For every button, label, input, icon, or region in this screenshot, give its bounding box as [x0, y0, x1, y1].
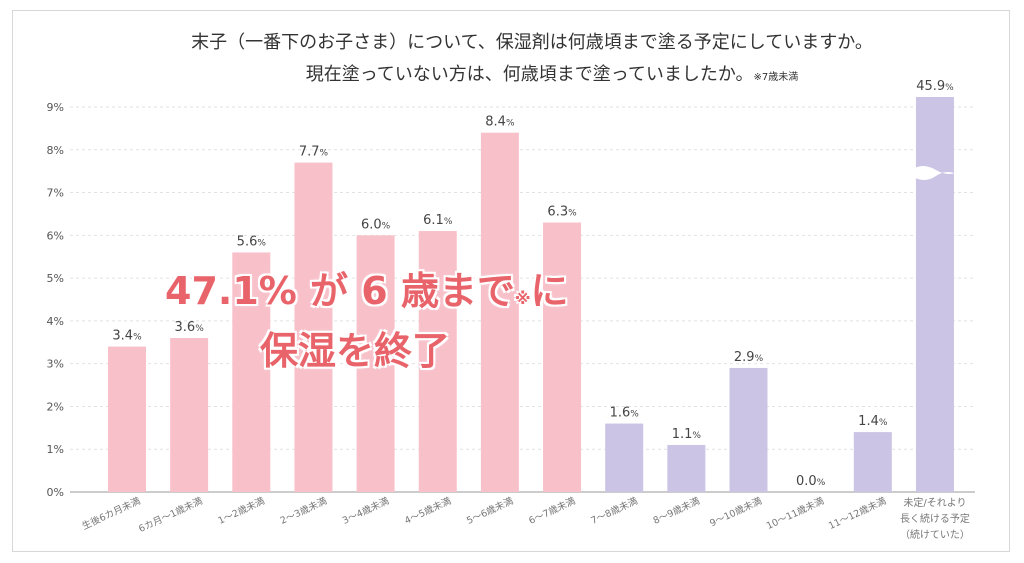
chart-frame [12, 10, 1010, 552]
y-tick-label: 3% [47, 358, 64, 371]
y-tick-label: 5% [47, 272, 64, 285]
data-label: 2.9% [734, 350, 764, 365]
x-tick-label: 長く続ける予定 [900, 512, 970, 525]
y-tick-label: 7% [47, 187, 64, 200]
bar [418, 231, 457, 493]
callout-line1b: に [530, 269, 569, 313]
x-tick-label: 生後6カ月未満 [80, 495, 143, 533]
x-tick-label: 未定/それより [903, 496, 966, 509]
data-label: 1.1% [672, 427, 702, 442]
bar [108, 346, 146, 492]
bar [480, 132, 519, 492]
x-tick-label: 5〜6歳未満 [465, 495, 516, 527]
chart-subtitle: 現在塗っていない方は、何歳頃まで塗っていましたか。※7歳未満 [40, 60, 1024, 86]
subtitle-note: ※7歳未満 [753, 72, 799, 83]
callout-mark: ※ [514, 289, 531, 308]
data-label: 6.0% [361, 217, 391, 232]
callout: 47.1% が 6 歳まで※に保湿を終了 [165, 265, 569, 377]
x-tick-label: 8〜9歳未満 [651, 495, 702, 527]
y-tick-label: 1% [47, 443, 64, 456]
callout-line1: 47.1% が 6 歳まで [165, 269, 515, 313]
data-label: 1.6% [610, 406, 640, 421]
x-tick-label: 7〜8歳未満 [589, 495, 640, 527]
chart-title: 末子（一番下のお子さま）について、保湿剤は何歳頃まで塗る予定にしていますか。 [191, 32, 873, 53]
y-tick-label: 9% [47, 101, 64, 114]
x-tick-label: 1〜2歳未満 [216, 495, 267, 527]
data-label: 3.4% [112, 329, 142, 344]
x-tick-label: 6カ月〜1歳未満 [137, 495, 205, 535]
x-tick-label: 2〜3歳未満 [278, 495, 329, 527]
subtitle-text: 現在塗っていない方は、何歳頃まで塗っていましたか。 [305, 64, 754, 85]
x-tick-label: 3〜4歳未満 [340, 495, 391, 527]
bar [853, 432, 892, 492]
data-label: 6.1% [423, 213, 453, 228]
y-tick-label: 4% [47, 315, 64, 328]
x-tick-label: 9〜10歳未満 [708, 495, 764, 530]
bar [667, 444, 706, 492]
data-label: 7.7% [299, 145, 329, 160]
bar [915, 97, 954, 492]
bar [232, 252, 271, 492]
y-tick-label: 6% [47, 229, 64, 242]
bar [294, 162, 333, 492]
y-tick-label: 0% [47, 486, 64, 499]
data-label: 5.6% [237, 234, 267, 249]
callout-line2: 保湿を終了 [260, 329, 451, 373]
x-tick-label: 6〜7歳未満 [527, 495, 578, 527]
x-tick-label: 4〜5歳未満 [403, 495, 454, 527]
bar [170, 338, 209, 492]
x-tick-label: 11〜12歳未満 [827, 495, 889, 532]
x-tick-label: （続けていた） [900, 528, 970, 541]
data-label: 45.9% [916, 79, 954, 94]
y-tick-label: 2% [47, 400, 64, 413]
data-label: 1.4% [858, 414, 888, 429]
bar [356, 235, 395, 493]
bar [729, 367, 768, 492]
data-label: 0.0% [796, 474, 826, 489]
x-tick-label: 10〜11歳未満 [764, 495, 826, 532]
bar [543, 222, 582, 492]
data-label: 8.4% [485, 115, 515, 130]
data-label: 6.3% [547, 205, 577, 220]
y-tick-label: 8% [47, 144, 64, 157]
axis-break [911, 166, 960, 180]
bar [605, 423, 644, 492]
data-label: 3.6% [175, 320, 205, 335]
